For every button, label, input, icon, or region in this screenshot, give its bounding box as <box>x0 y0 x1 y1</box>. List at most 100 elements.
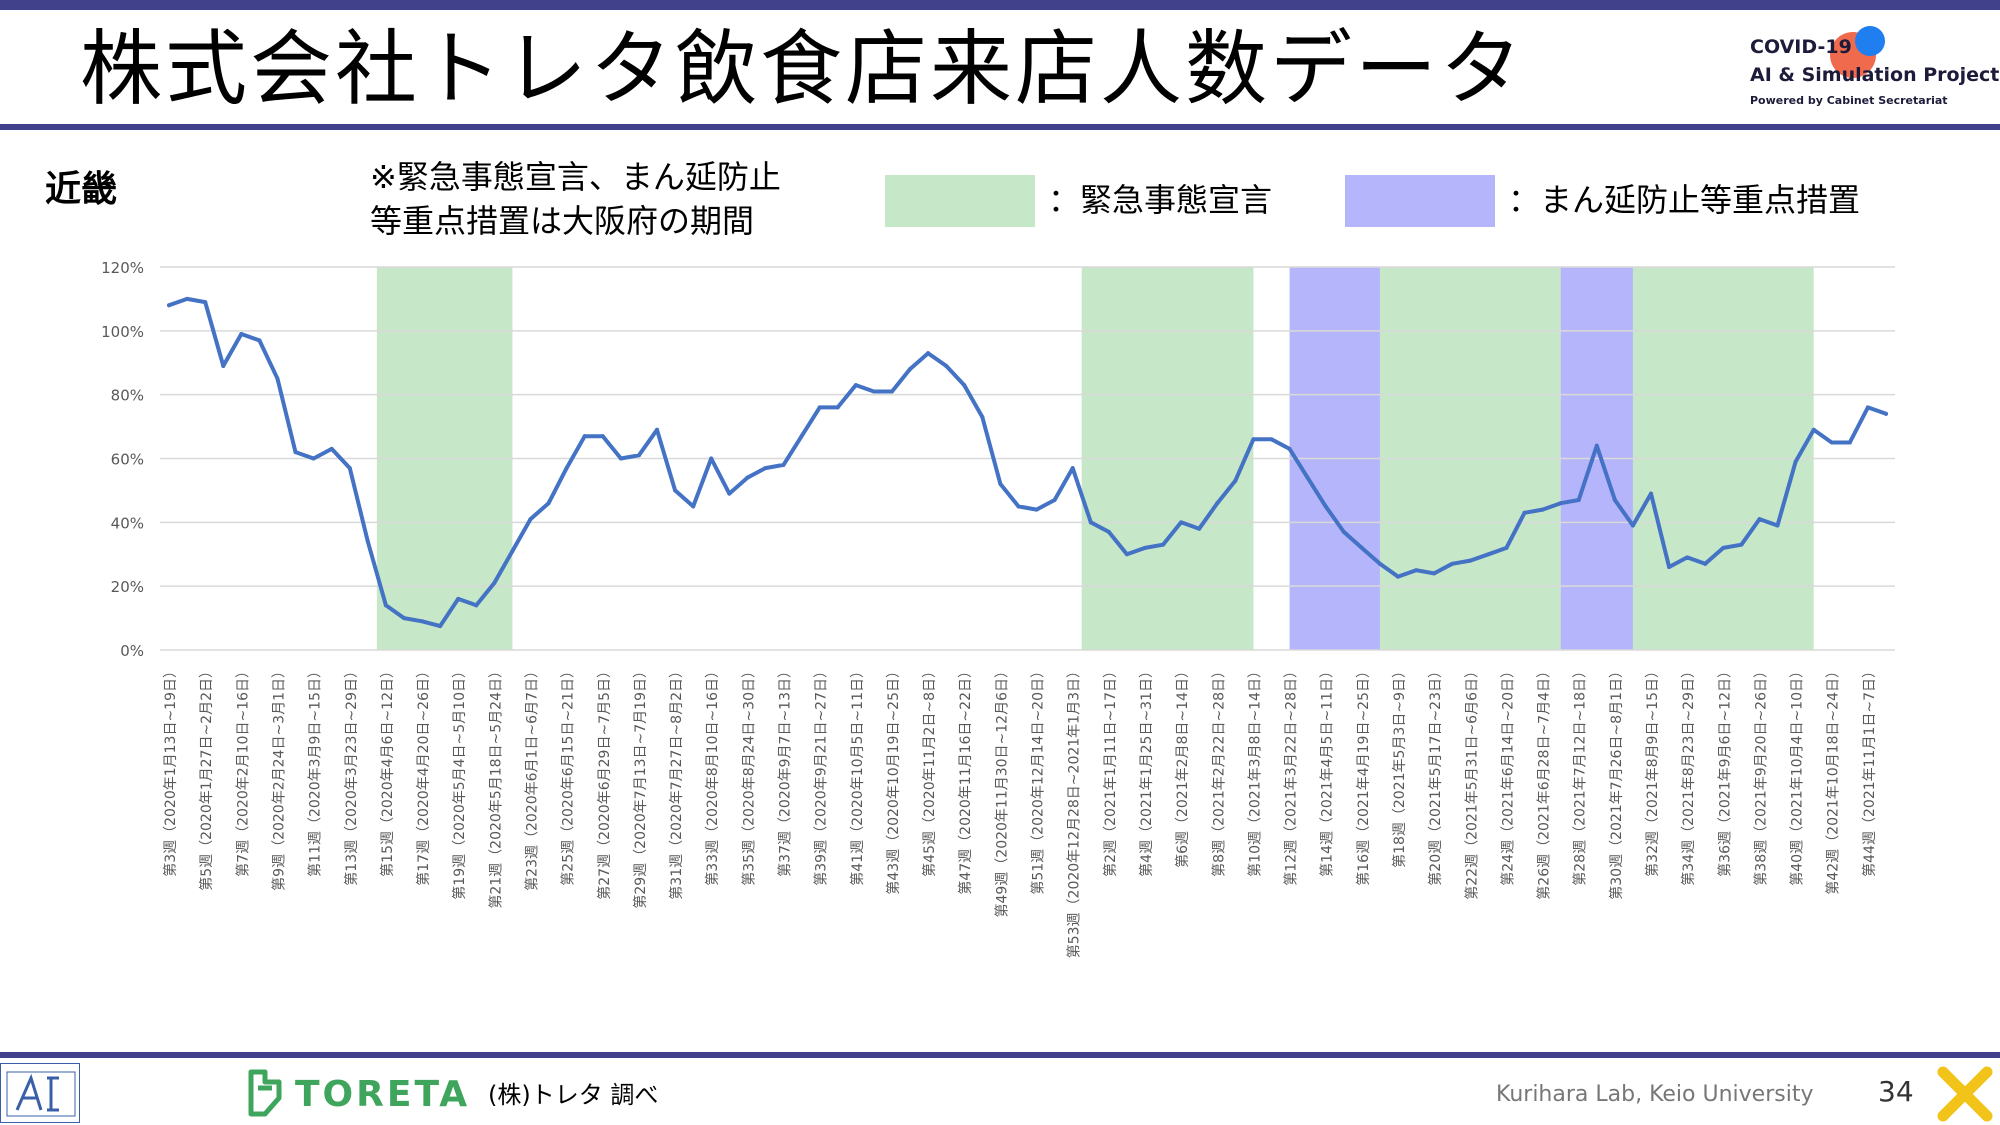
page-title: 株式会社トレタ飲食店来店人数データ <box>80 22 1526 117</box>
data-point-35 <box>799 434 804 439</box>
logo-line-3: Powered by Cabinet Secretariat <box>1750 94 1948 107</box>
data-point-94 <box>1865 405 1870 410</box>
x-tick-label-44: 第38週（2021年9月20日~26日） <box>1752 664 1769 886</box>
source-credit: (株)トレタ 調べ <box>488 1081 659 1109</box>
data-point-1 <box>185 296 190 301</box>
x-tick-label-0: 第3週（2020年1月13日~19日） <box>162 664 179 877</box>
x-tick-label-10: 第23週（2020年6月1日~6月7日） <box>523 664 540 891</box>
x-tick-label-46: 第42週（2021年10月18日~24日） <box>1825 664 1842 895</box>
series-visitors <box>167 296 1888 629</box>
legend-label-priority: ：まん延防止等重点措置 <box>1508 181 1861 219</box>
data-point-76 <box>1540 507 1545 512</box>
data-point-0 <box>167 303 172 308</box>
data-point-48 <box>1034 507 1039 512</box>
legend-label-emergency: ：緊急事態宣言 <box>1048 181 1273 219</box>
x-tick-label-21: 第45週（2020年11月2日~8日） <box>921 664 938 877</box>
x-axis-tick-labels: 第3週（2020年1月13日~19日） 第5週（2020年1月27日~2月2日） 第… <box>162 664 1878 958</box>
data-point-16 <box>456 596 461 601</box>
data-point-83 <box>1667 565 1672 570</box>
x-tick-label-30: 第10週（2021年3月8日~14日） <box>1246 664 1263 877</box>
x-tick-label-20: 第43週（2020年10月19日~25日） <box>885 664 902 895</box>
data-point-70 <box>1432 571 1437 576</box>
data-point-28 <box>673 488 678 493</box>
series-line <box>167 296 1888 629</box>
title-divider <box>0 124 2000 130</box>
x-logo-icon <box>1937 1066 1993 1122</box>
x-tick-label-47: 第44週（2021年11月1日~7日） <box>1861 664 1878 877</box>
data-point-66 <box>1359 545 1364 550</box>
data-point-8 <box>311 456 316 461</box>
data-point-51 <box>1088 520 1093 525</box>
data-point-89 <box>1775 523 1780 528</box>
ai-logo-icon <box>6 1071 76 1117</box>
data-point-73 <box>1486 552 1491 557</box>
x-tick-label-43: 第36週（2021年9月6日~12日） <box>1716 664 1733 877</box>
data-point-72 <box>1468 558 1473 563</box>
data-point-50 <box>1070 466 1075 471</box>
x-tick-label-16: 第35週（2020年8月24日~30日） <box>740 664 757 886</box>
data-point-37 <box>835 405 840 410</box>
data-point-71 <box>1450 561 1455 566</box>
x-tick-label-15: 第33週（2020年8月10日~16日） <box>704 664 721 886</box>
data-point-63 <box>1305 475 1310 480</box>
y-tick-label-6: 120% <box>101 259 144 277</box>
data-point-6 <box>275 376 280 381</box>
grid-lines <box>160 266 1895 651</box>
covid-project-logo: COVID-19 AI & Simulation Project Powered… <box>1745 26 1999 118</box>
x-tick-label-42: 第34週（2021年8月23日~29日） <box>1680 664 1697 886</box>
data-point-54 <box>1142 545 1147 550</box>
x-tick-label-36: 第22週（2021年5月31日~6月6日） <box>1463 664 1480 900</box>
data-point-53 <box>1124 552 1129 557</box>
x-tick-label-8: 第19週（2020年5月4日~5月10日） <box>451 664 468 900</box>
x-tick-label-33: 第16週（2021年4月19日~25日） <box>1355 664 1372 886</box>
x-tick-label-41: 第32週（2021年8月9日~15日） <box>1644 664 1661 877</box>
data-point-17 <box>474 603 479 608</box>
x-tick-label-24: 第51週（2020年12月14日~20日） <box>1030 664 1047 895</box>
data-point-46 <box>998 482 1003 487</box>
data-point-77 <box>1558 501 1563 506</box>
y-tick-label-5: 100% <box>101 323 144 341</box>
x-tick-label-37: 第24週（2021年6月14日~20日） <box>1499 664 1516 886</box>
toreta-wordmark: TORETA <box>295 1074 471 1115</box>
data-point-42 <box>926 351 931 356</box>
x-tick-label-38: 第26週（2021年6月28日~7月4日） <box>1536 664 1553 900</box>
data-point-45 <box>980 415 985 420</box>
data-point-81 <box>1630 523 1635 528</box>
x-tick-label-1: 第5週（2020年1月27日~2月2日） <box>198 664 215 891</box>
data-point-24 <box>600 434 605 439</box>
x-tick-label-28: 第6週（2021年2月8日~14日） <box>1174 664 1191 868</box>
data-point-61 <box>1269 437 1274 442</box>
x-tick-label-17: 第37週（2020年9月7日~13日） <box>777 664 794 877</box>
data-point-25 <box>618 456 623 461</box>
data-point-64 <box>1323 504 1328 509</box>
period-note-line-1: ※緊急事態宣言、まん延防止 <box>370 158 781 196</box>
legend-swatch-emergency <box>885 175 1035 227</box>
data-point-19 <box>510 549 515 554</box>
data-point-80 <box>1612 497 1617 502</box>
data-point-10 <box>347 466 352 471</box>
data-point-22 <box>564 466 569 471</box>
data-point-88 <box>1757 517 1762 522</box>
data-point-56 <box>1179 520 1184 525</box>
y-tick-label-0: 0% <box>120 642 144 660</box>
region-label: 近畿 <box>45 169 118 210</box>
data-point-47 <box>1016 504 1021 509</box>
lab-credit: Kurihara Lab, Keio University <box>1496 1082 1814 1107</box>
x-tick-label-9: 第21週（2020年5月18日~5月24日） <box>487 664 504 909</box>
x-tick-label-29: 第8週（2021年2月22日~28日） <box>1210 664 1227 877</box>
top-accent-bar <box>0 0 2000 10</box>
data-point-21 <box>546 501 551 506</box>
data-point-85 <box>1703 561 1708 566</box>
data-point-3 <box>221 363 226 368</box>
y-tick-label-2: 40% <box>111 514 144 532</box>
x-tick-label-25: 第53週（2020年12月28日~2021年1月3日） <box>1066 664 1083 958</box>
data-point-33 <box>763 466 768 471</box>
x-tick-label-18: 第39週（2020年9月21日~27日） <box>813 664 830 886</box>
x-tick-label-39: 第28週（2021年7月12日~18日） <box>1572 664 1589 886</box>
data-point-34 <box>781 462 786 467</box>
data-point-58 <box>1215 501 1220 506</box>
data-point-5 <box>257 338 262 343</box>
data-point-27 <box>655 427 660 432</box>
data-point-95 <box>1883 411 1888 416</box>
data-point-14 <box>420 619 425 624</box>
